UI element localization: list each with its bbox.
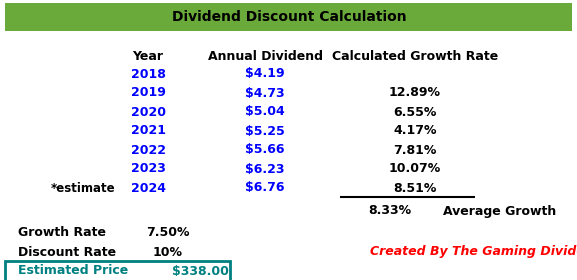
Text: 2021: 2021 <box>130 125 166 137</box>
Text: 2023: 2023 <box>130 162 166 176</box>
FancyBboxPatch shape <box>5 261 230 280</box>
Text: $5.25: $5.25 <box>245 125 285 137</box>
Text: Discount Rate: Discount Rate <box>18 246 116 258</box>
Text: Calculated Growth Rate: Calculated Growth Rate <box>332 50 498 62</box>
Text: Growth Rate: Growth Rate <box>18 227 106 239</box>
Text: 12.89%: 12.89% <box>389 87 441 99</box>
Bar <box>5 3 572 31</box>
Text: $5.66: $5.66 <box>245 143 285 157</box>
Text: *estimate: *estimate <box>51 181 115 195</box>
Text: $4.73: $4.73 <box>245 87 285 99</box>
Text: 8.51%: 8.51% <box>394 181 437 195</box>
Text: $4.19: $4.19 <box>245 67 285 81</box>
Text: 2020: 2020 <box>130 106 166 118</box>
Text: 2022: 2022 <box>130 143 166 157</box>
Text: 2024: 2024 <box>130 181 166 195</box>
Text: 7.50%: 7.50% <box>146 227 190 239</box>
Text: 10.07%: 10.07% <box>389 162 441 176</box>
Text: 2019: 2019 <box>130 87 166 99</box>
Text: Year: Year <box>133 50 163 62</box>
Text: 6.55%: 6.55% <box>394 106 437 118</box>
Text: $338.00: $338.00 <box>171 265 228 277</box>
Text: $6.76: $6.76 <box>245 181 285 195</box>
Text: Dividend Discount Calculation: Dividend Discount Calculation <box>172 10 406 24</box>
Text: $5.04: $5.04 <box>245 106 285 118</box>
Text: Created By The Gaming Dividend: Created By The Gaming Dividend <box>370 246 577 258</box>
Text: 4.17%: 4.17% <box>394 125 437 137</box>
Text: 2018: 2018 <box>130 67 166 81</box>
Text: Annual Dividend: Annual Dividend <box>208 50 323 62</box>
Text: 8.33%: 8.33% <box>369 204 411 218</box>
Text: $6.23: $6.23 <box>245 162 285 176</box>
Text: 10%: 10% <box>153 246 183 258</box>
Text: Estimated Price: Estimated Price <box>18 265 128 277</box>
Text: 7.81%: 7.81% <box>394 143 437 157</box>
Text: Average Growth: Average Growth <box>443 204 557 218</box>
